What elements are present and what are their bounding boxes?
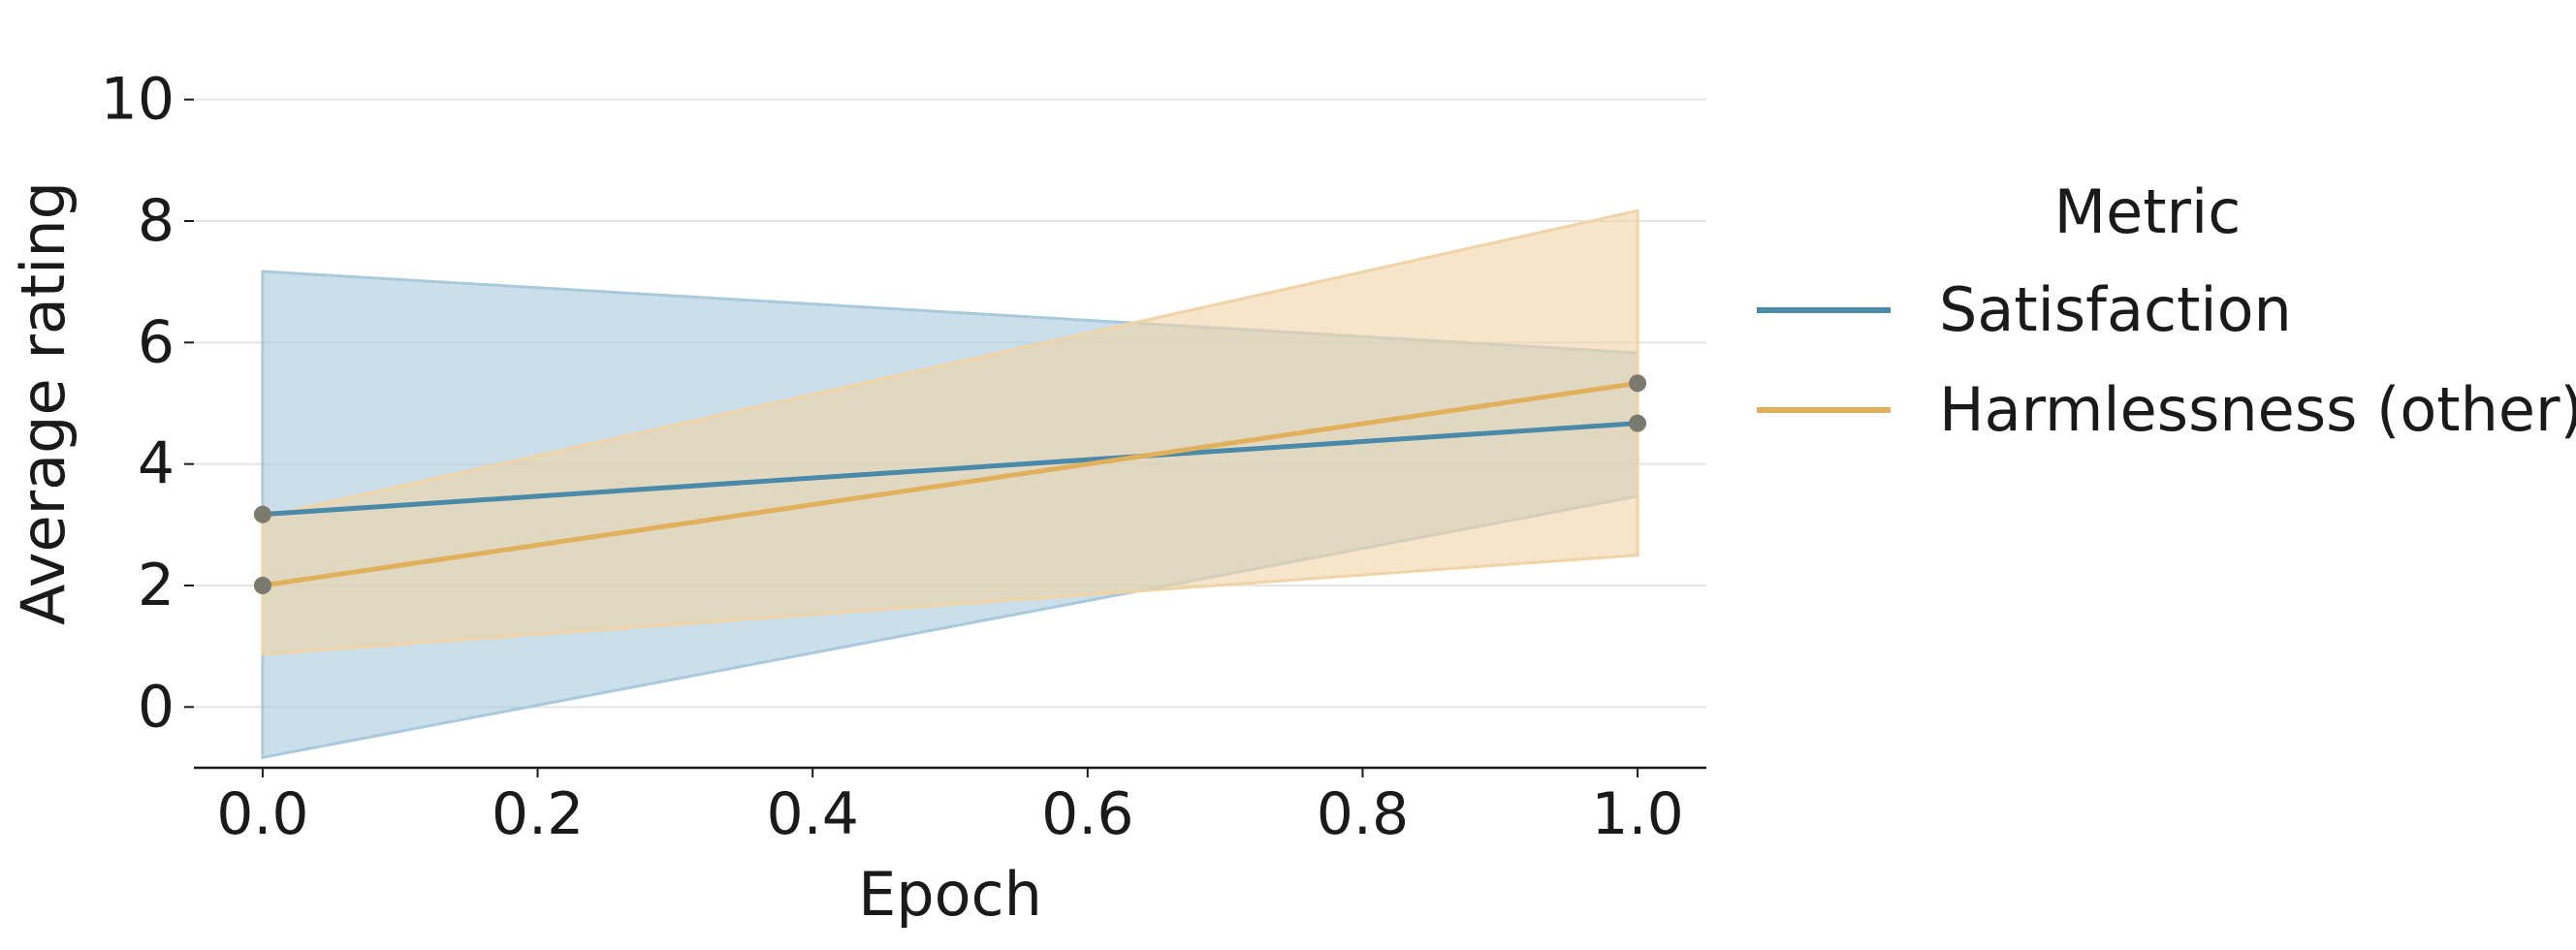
series-lines [262, 380, 1638, 588]
y-tick-label-0: 0 [138, 673, 175, 741]
legend-label-1: Harmlessness (other) [1939, 374, 2576, 445]
y-tick-label-1: 2 [138, 552, 175, 619]
x-tick-label-0: 0.0 [216, 780, 308, 848]
data-points [253, 374, 1647, 594]
y-tick-label-5: 10 [101, 66, 175, 134]
x-tick-label-5: 1.0 [1591, 780, 1683, 848]
data-point-1-0 [253, 577, 271, 594]
ci-band-1 [261, 208, 1639, 656]
confidence-bands [261, 208, 1639, 760]
data-point-0-0 [253, 505, 271, 523]
series-line-1 [262, 380, 1638, 588]
data-point-0-1 [1629, 414, 1647, 432]
legend: Metric Satisfaction Harmlessness (other) [1757, 176, 2576, 445]
y-tick-label-3: 6 [138, 308, 175, 376]
x-tick-label-4: 0.8 [1317, 780, 1409, 848]
y-tick-label-2: 4 [138, 430, 175, 498]
y-tick-label-4: 8 [138, 187, 175, 255]
x-axis-label: Epoch [858, 859, 1042, 930]
data-point-1-1 [1629, 374, 1647, 393]
legend-title: Metric [2054, 176, 2242, 247]
x-tick-label-1: 0.2 [492, 780, 584, 848]
axes: 0.0 0.2 0.4 0.6 0.8 1.0 0 2 4 6 8 10 Epoch Average ra… [8, 66, 1706, 930]
series-line-0 [262, 421, 1638, 518]
x-tick-label-3: 0.6 [1041, 780, 1133, 848]
legend-label-0: Satisfaction [1939, 274, 2292, 345]
y-axis-label: Average rating [8, 181, 79, 625]
x-tick-label-2: 0.4 [766, 780, 858, 848]
